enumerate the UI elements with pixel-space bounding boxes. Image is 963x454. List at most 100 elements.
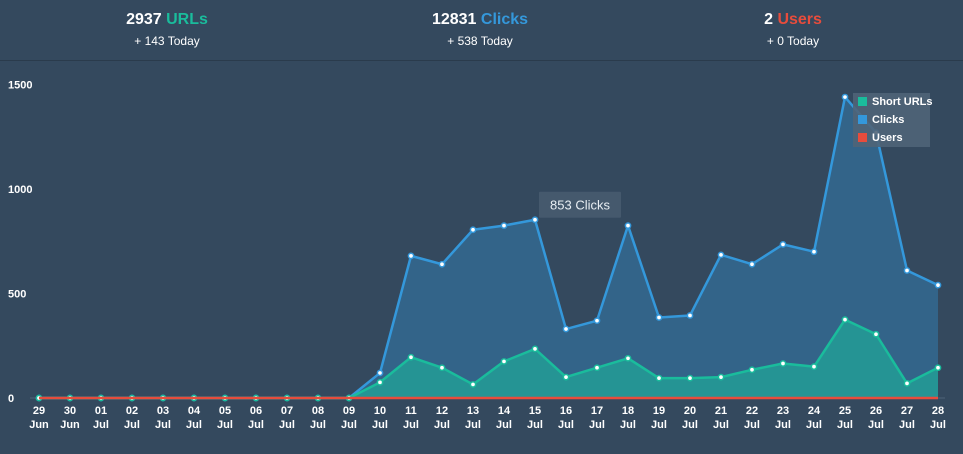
x-tick-day: 25 [839,405,851,417]
legend-swatch-short-urls [858,97,867,106]
tooltip-box [539,191,621,218]
x-tick-month: Jul [310,419,326,431]
x-tick-month: Jul [279,419,295,431]
data-point-clicks[interactable] [779,241,787,248]
stat-users-count: 2 [764,11,773,28]
stats-header: 2937 URLs + 143 Today 12831 Clicks + 538… [0,0,963,61]
x-tick-day: 07 [281,405,293,417]
data-point-short-urls[interactable] [376,378,384,386]
x-tick-day: 16 [560,405,572,417]
data-point-clicks[interactable] [748,260,756,268]
data-point-short-urls[interactable] [686,374,694,382]
x-tick-month: Jul [744,419,760,431]
x-tick-day: 01 [95,405,107,417]
data-point-clicks[interactable] [562,325,570,333]
x-tick-day: 02 [126,405,138,417]
data-point-clicks[interactable] [531,216,539,224]
data-point-short-urls[interactable] [407,353,415,361]
y-tick-label: 1000 [8,184,32,196]
x-tick-day: 29 [33,405,45,417]
data-point-clicks[interactable] [469,226,477,234]
x-tick-month: Jun [29,419,49,431]
data-point-short-urls[interactable] [531,345,539,353]
x-tick-month: Jul [651,419,667,431]
data-point-clicks[interactable] [438,260,446,268]
x-tick-month: Jul [217,419,233,431]
x-tick-month: Jul [465,419,481,431]
data-point-clicks[interactable] [810,248,818,256]
series-area-clicks [39,97,938,398]
x-tick-day: 21 [715,405,727,417]
stat-users: 2 Users + 0 Today [693,10,893,50]
data-point-clicks[interactable] [686,312,694,319]
data-point-short-urls[interactable] [624,354,632,362]
data-point-short-urls[interactable] [593,364,601,372]
x-tick-day: 13 [467,405,479,417]
legend-swatch-users [858,133,867,142]
x-tick-day: 09 [343,405,355,417]
data-point-clicks[interactable] [717,251,725,259]
x-tick-month: Jul [403,419,419,431]
data-point-short-urls[interactable] [748,366,756,374]
x-tick-month: Jul [930,419,946,431]
legend-label-users: Users [872,132,903,144]
data-point-clicks[interactable] [593,317,601,325]
x-tick-day: 23 [777,405,789,417]
y-tick-label: 500 [8,289,26,301]
data-point-short-urls[interactable] [469,381,477,388]
x-tick-day: 04 [188,405,201,417]
x-tick-month: Jul [186,419,202,431]
x-tick-month: Jul [93,419,109,431]
stats-chart: 0 500 1000 1500 29 Jun 30 Jun 01 Jul 02 Jul 03 Jul 04 J… [8,80,946,432]
data-point-short-urls[interactable] [934,364,942,372]
data-point-short-urls[interactable] [438,364,446,372]
x-tick-day: 06 [250,405,262,417]
stat-clicks-today: + 538 Today [447,34,513,48]
x-tick-month: Jul [775,419,791,431]
data-point-clicks[interactable] [376,369,384,377]
data-point-clicks[interactable] [934,281,942,289]
x-tick-day: 22 [746,405,758,417]
legend-label-short-urls: Short URLs [872,96,933,108]
x-tick-month: Jul [434,419,450,431]
data-point-short-urls[interactable] [872,330,880,338]
x-tick-month: Jul [155,419,171,431]
x-tick-day: 14 [498,405,511,417]
x-tick-day: 03 [157,405,169,417]
x-tick-month: Jul [372,419,388,431]
x-tick-month: Jul [341,419,357,431]
stat-users-label: Users [777,11,822,28]
x-tick-month: Jul [248,419,264,431]
x-tick-month: Jul [806,419,822,431]
x-tick-month: Jul [558,419,574,431]
x-tick-day: 05 [219,405,231,417]
legend-swatch-clicks [858,115,867,124]
data-point-clicks[interactable] [500,222,508,229]
data-point-clicks[interactable] [841,93,849,101]
stat-urls-count: 2937 [126,11,162,28]
x-tick-month: Jul [620,419,636,431]
x-tick-day: 30 [64,405,76,417]
data-point-short-urls[interactable] [500,358,508,365]
legend-label-clicks: Clicks [872,114,904,126]
stat-clicks: 12831 Clicks + 538 Today [380,10,580,50]
data-point-short-urls[interactable] [562,373,570,381]
data-point-short-urls[interactable] [655,374,663,382]
x-tick-day: 24 [808,405,821,417]
data-point-clicks[interactable] [655,314,663,321]
y-tick-label: 0 [8,393,14,405]
data-point-clicks[interactable] [407,252,415,260]
data-point-clicks[interactable] [624,222,632,229]
x-tick-day: 20 [684,405,696,417]
data-point-short-urls[interactable] [717,373,725,381]
x-tick-day: 28 [932,405,944,417]
x-tick-day: 19 [653,405,665,417]
data-point-short-urls[interactable] [779,360,787,367]
x-tick-day: 17 [591,405,603,417]
data-point-short-urls[interactable] [841,316,849,323]
data-point-clicks[interactable] [903,267,911,274]
data-point-short-urls[interactable] [810,363,818,370]
x-tick-month: Jul [837,419,853,431]
data-point-short-urls[interactable] [903,380,911,387]
x-tick-day: 18 [622,405,634,417]
